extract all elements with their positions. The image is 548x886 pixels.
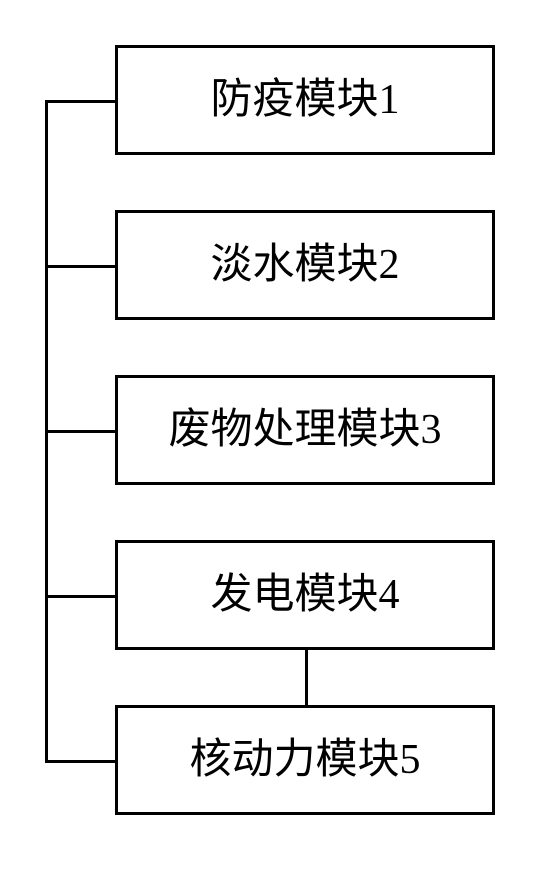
module-label: 核动力模块5	[189, 735, 420, 785]
module-label: 防疫模块1	[210, 75, 399, 125]
module-box-5: 核动力模块5	[115, 705, 495, 815]
module-box-1: 防疫模块1	[115, 45, 495, 155]
connector-line-1	[45, 100, 115, 103]
connector-line-3	[45, 430, 115, 433]
module-label: 发电模块4	[210, 570, 399, 620]
module-label: 淡水模块2	[210, 240, 399, 290]
connector-line-4	[45, 595, 115, 598]
vertical-link-4-5	[305, 650, 308, 705]
module-label: 废物处理模块3	[168, 405, 441, 455]
module-box-4: 发电模块4	[115, 540, 495, 650]
connector-line-2	[45, 265, 115, 268]
module-box-3: 废物处理模块3	[115, 375, 495, 485]
diagram-container: 防疫模块1 淡水模块2 废物处理模块3 发电模块4 核动力模块5	[45, 45, 515, 845]
module-box-2: 淡水模块2	[115, 210, 495, 320]
connector-line-5	[45, 760, 115, 763]
